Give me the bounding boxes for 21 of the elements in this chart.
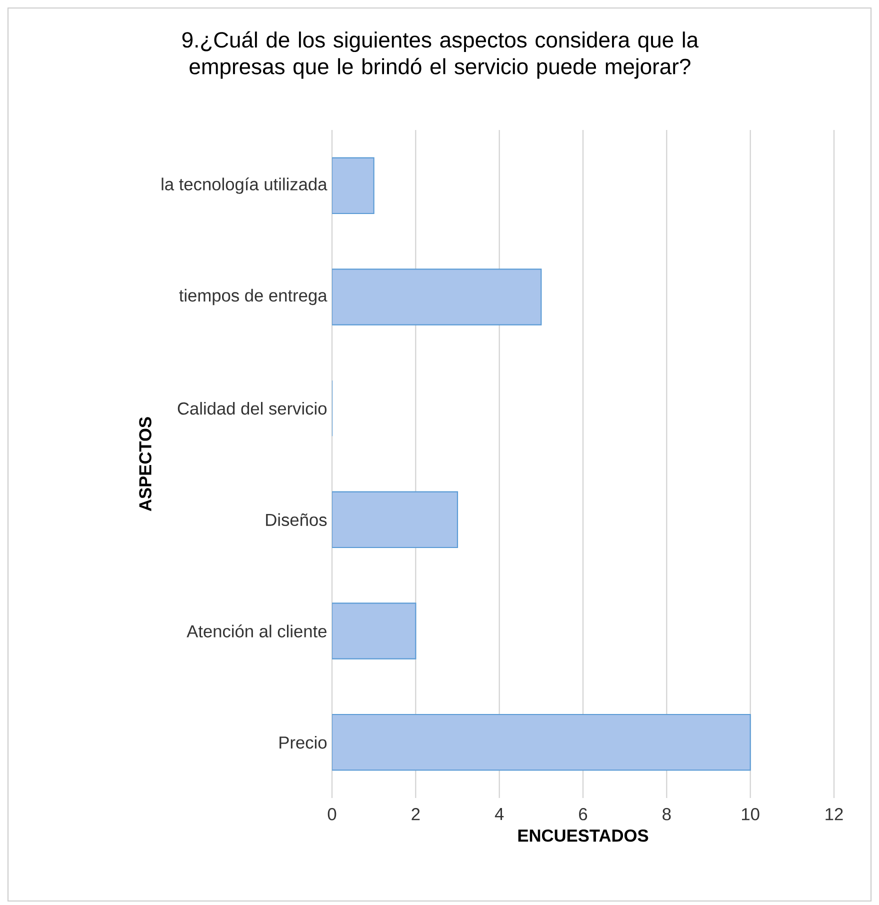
x-axis-title: ENCUESTADOS xyxy=(518,829,648,842)
y-tick-label: Atención al cliente xyxy=(186,624,326,638)
x-tick-label: 6 xyxy=(579,808,588,820)
x-tick-label: 4 xyxy=(494,808,504,820)
bar xyxy=(332,714,751,771)
x-tick-label: 8 xyxy=(662,808,671,820)
bar xyxy=(332,491,458,548)
bar xyxy=(332,602,416,660)
y-tick-label: Diseños xyxy=(266,513,327,526)
chart-title: 9.¿Cuál de los siguientes aspectos considera que la empresas que le brindó el servicio puede mejorar? xyxy=(182,31,699,79)
y-tick-label: la tecnología utilizada xyxy=(162,177,328,194)
x-tick-label: 2 xyxy=(412,808,420,820)
x-tick-label: 12 xyxy=(826,808,843,820)
y-tick-label: Calidad del servicio xyxy=(178,402,327,415)
y-tick-label: Precio xyxy=(280,736,327,749)
y-axis-title: ASPECTOS xyxy=(139,417,152,512)
bar xyxy=(332,268,542,326)
bar xyxy=(332,157,374,214)
x-tick-label: 10 xyxy=(742,808,760,820)
y-tick-label: tiempos de entrega xyxy=(179,288,328,306)
x-tick-label: 0 xyxy=(328,808,336,820)
